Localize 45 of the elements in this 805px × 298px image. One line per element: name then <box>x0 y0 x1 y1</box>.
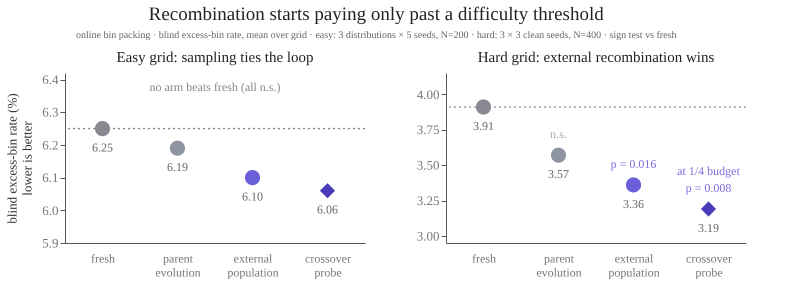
y-tick-label: 4.00 <box>416 86 440 102</box>
x-tick-label: fresh <box>91 252 115 266</box>
y-tick-label: 6.3 <box>42 104 58 120</box>
annotation: no arm beats fresh (all n.s.) <box>150 80 280 94</box>
x-tick-label: crossover probe <box>686 252 732 280</box>
data-label: 3.57 <box>548 167 569 182</box>
x-tick-label: parent evolution <box>155 252 201 280</box>
annotation: n.s. <box>550 127 567 142</box>
y-tick-label: 6.4 <box>42 72 59 88</box>
y-tick-label: 3.75 <box>416 122 440 138</box>
data-label: 3.91 <box>473 119 494 133</box>
y-tick-label: 5.9 <box>42 236 58 250</box>
annotation: p = 0.016 <box>610 156 656 171</box>
point <box>170 140 186 156</box>
data-label: 6.19 <box>167 160 188 174</box>
annotation: at 1/4 budget <box>677 164 740 178</box>
y-tick-label: 6.0 <box>42 202 58 218</box>
point <box>626 177 642 192</box>
y-tick-label: 3.50 <box>416 158 440 173</box>
data-label: 6.10 <box>242 190 263 204</box>
data-label: 3.19 <box>698 221 719 235</box>
y-tick-label: 3.00 <box>416 228 440 244</box>
point <box>244 170 260 186</box>
data-label: 6.06 <box>317 202 338 217</box>
x-tick-label: external population <box>227 252 279 280</box>
data-label: 3.36 <box>623 196 644 211</box>
x-tick-label: parent evolution <box>536 252 582 280</box>
point <box>94 121 110 136</box>
text: Recombination starts paying only past a difficulty threshold <box>148 4 604 25</box>
text: online bin packing · blind excess-bin rate, mean over grid · easy: 3 distributions × 5 seeds, N=200 · hard: 3 × 3 clean seeds, N=400 · sign test vs fresh <box>76 30 676 41</box>
y-tick-label: 3.25 <box>416 193 440 208</box>
point <box>476 99 492 115</box>
point <box>700 201 716 217</box>
annotation: p = 0.008 <box>686 181 732 195</box>
point <box>550 148 566 163</box>
x-tick-label: crossover probe <box>305 252 351 280</box>
chart-title: Hard grid: external recombination wins <box>478 50 714 66</box>
y-tick-label: 6.2 <box>42 137 58 152</box>
y-axis-title: blind excess-bin rate (%) lower is better <box>4 93 34 224</box>
data-label: 6.25 <box>92 140 113 155</box>
chart-title: Easy grid: sampling ties the loop <box>116 50 314 66</box>
y-tick-label: 6.1 <box>42 170 58 186</box>
x-tick-label: external population <box>608 252 660 280</box>
point <box>320 183 336 198</box>
x-tick-label: fresh <box>472 252 496 266</box>
